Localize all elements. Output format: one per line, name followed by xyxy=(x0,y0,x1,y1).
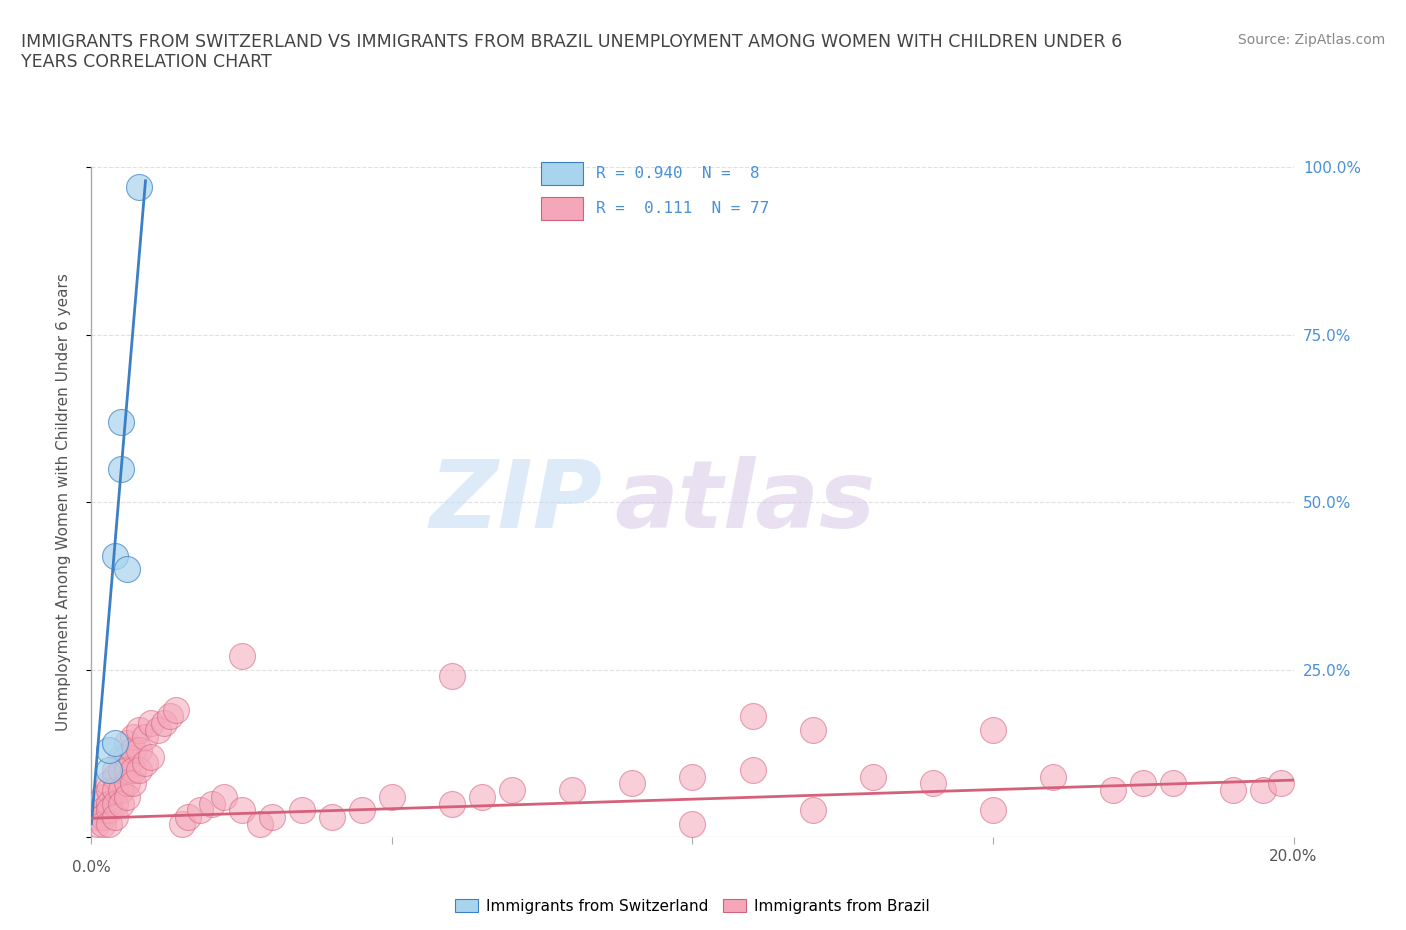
Point xyxy=(981,723,1004,737)
Point xyxy=(128,742,150,757)
Point xyxy=(98,742,121,757)
Text: atlas: atlas xyxy=(614,457,876,548)
Point xyxy=(1042,769,1064,784)
Point xyxy=(561,783,583,798)
FancyBboxPatch shape xyxy=(541,162,582,185)
Point xyxy=(117,750,139,764)
Point xyxy=(122,763,145,777)
Point xyxy=(93,817,115,831)
Point xyxy=(128,763,150,777)
Point xyxy=(98,776,121,790)
Point xyxy=(1222,783,1244,798)
Point xyxy=(122,729,145,744)
Point xyxy=(110,415,132,430)
Point xyxy=(1253,783,1275,798)
Point xyxy=(1161,776,1184,790)
Point xyxy=(471,790,494,804)
Point xyxy=(104,769,127,784)
Point xyxy=(501,783,523,798)
Point xyxy=(188,803,211,817)
Point xyxy=(104,796,127,811)
Point xyxy=(110,796,132,811)
Point xyxy=(122,742,145,757)
Point xyxy=(122,776,145,790)
Point xyxy=(981,803,1004,817)
Point xyxy=(176,809,198,824)
Point xyxy=(621,776,644,790)
FancyBboxPatch shape xyxy=(541,196,582,220)
Point xyxy=(440,796,463,811)
Point xyxy=(128,180,150,195)
Point xyxy=(134,729,156,744)
Point xyxy=(117,776,139,790)
Point xyxy=(381,790,404,804)
Point xyxy=(801,723,824,737)
Point xyxy=(98,817,121,831)
Point xyxy=(117,790,139,804)
Text: 0.0%: 0.0% xyxy=(72,860,111,875)
Point xyxy=(741,709,763,724)
Point xyxy=(110,461,132,476)
Point xyxy=(117,562,139,577)
Point xyxy=(98,783,121,798)
Point xyxy=(862,769,884,784)
Point xyxy=(321,809,343,824)
Y-axis label: Unemployment Among Women with Children Under 6 years: Unemployment Among Women with Children U… xyxy=(56,273,70,731)
Point xyxy=(170,817,193,831)
Point xyxy=(212,790,235,804)
Point xyxy=(110,763,132,777)
Point xyxy=(117,763,139,777)
Point xyxy=(104,763,127,777)
Point xyxy=(93,809,115,824)
Point xyxy=(110,783,132,798)
Point xyxy=(440,669,463,684)
Point xyxy=(260,809,283,824)
Point xyxy=(231,803,253,817)
Text: IMMIGRANTS FROM SWITZERLAND VS IMMIGRANTS FROM BRAZIL UNEMPLOYMENT AMONG WOMEN W: IMMIGRANTS FROM SWITZERLAND VS IMMIGRANT… xyxy=(21,33,1122,72)
Text: Source: ZipAtlas.com: Source: ZipAtlas.com xyxy=(1237,33,1385,46)
Point xyxy=(117,736,139,751)
Point xyxy=(350,803,373,817)
Point xyxy=(1270,776,1292,790)
Point xyxy=(93,790,115,804)
Point xyxy=(681,769,703,784)
Point xyxy=(104,736,127,751)
Legend: Immigrants from Switzerland, Immigrants from Brazil: Immigrants from Switzerland, Immigrants … xyxy=(449,893,936,920)
Point xyxy=(134,756,156,771)
Point xyxy=(110,750,132,764)
Point xyxy=(98,796,121,811)
Point xyxy=(104,809,127,824)
Point xyxy=(681,817,703,831)
Point xyxy=(922,776,945,790)
Point xyxy=(741,763,763,777)
Point xyxy=(141,750,163,764)
Point xyxy=(152,716,174,731)
Point xyxy=(104,783,127,798)
Point xyxy=(1132,776,1154,790)
Point xyxy=(86,796,108,811)
Point xyxy=(159,709,181,724)
Point xyxy=(86,817,108,831)
Point xyxy=(291,803,314,817)
Point xyxy=(801,803,824,817)
Point xyxy=(93,803,115,817)
Point xyxy=(1102,783,1125,798)
Point xyxy=(98,763,121,777)
Text: R = 0.940  N =  8: R = 0.940 N = 8 xyxy=(596,166,759,181)
Point xyxy=(231,649,253,664)
Point xyxy=(141,716,163,731)
Point xyxy=(249,817,271,831)
Point xyxy=(104,549,127,564)
Point xyxy=(146,723,169,737)
Text: R =  0.111  N = 77: R = 0.111 N = 77 xyxy=(596,201,769,216)
Point xyxy=(98,803,121,817)
Point xyxy=(201,796,224,811)
Point xyxy=(86,809,108,824)
Point xyxy=(128,723,150,737)
Text: ZIP: ZIP xyxy=(429,457,602,548)
Point xyxy=(165,702,187,717)
